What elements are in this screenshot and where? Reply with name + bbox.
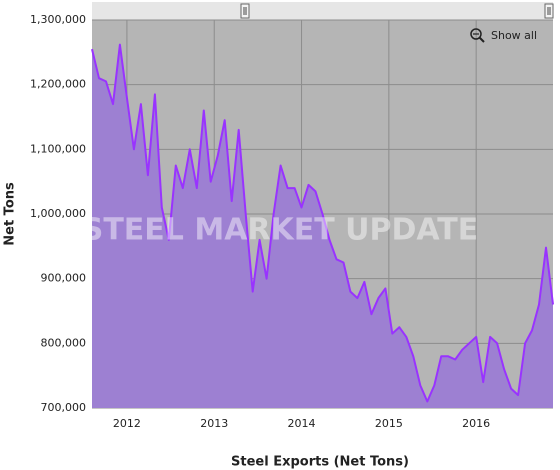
x-tick-label: 2015 — [375, 417, 403, 430]
y-tick-label: 1,200,000 — [30, 78, 86, 91]
watermark: STEEL MARKET UPDATE — [82, 213, 479, 248]
navigator-handle[interactable] — [240, 3, 250, 19]
y-tick-label: 1,100,000 — [30, 142, 86, 155]
x-axis-title: Steel Exports (Net Tons) — [231, 455, 409, 470]
line — [91, 43, 554, 403]
area — [92, 44, 553, 408]
show-all-button[interactable]: Show all — [470, 28, 537, 43]
navigator[interactable] — [92, 2, 553, 20]
show-all-label[interactable]: Show all — [491, 29, 537, 42]
y-tick-label: 700,000 — [41, 401, 87, 414]
zoom-icon — [478, 36, 485, 43]
y-tick-label: 1,000,000 — [30, 207, 86, 220]
x-tick-label: 2013 — [200, 417, 228, 430]
y-axis-title: Net Tons — [3, 182, 18, 246]
y-tick-label: 1,300,000 — [30, 13, 86, 26]
zoom-icon — [470, 28, 482, 40]
y-tick-label: 900,000 — [41, 272, 87, 285]
navigator-handle[interactable] — [544, 3, 554, 19]
x-tick-label: 2016 — [462, 417, 490, 430]
marks — [91, 43, 554, 408]
x-tick-label: 2012 — [113, 417, 141, 430]
y-tick-label: 800,000 — [41, 336, 87, 349]
x-tick-label: 2014 — [288, 417, 316, 430]
